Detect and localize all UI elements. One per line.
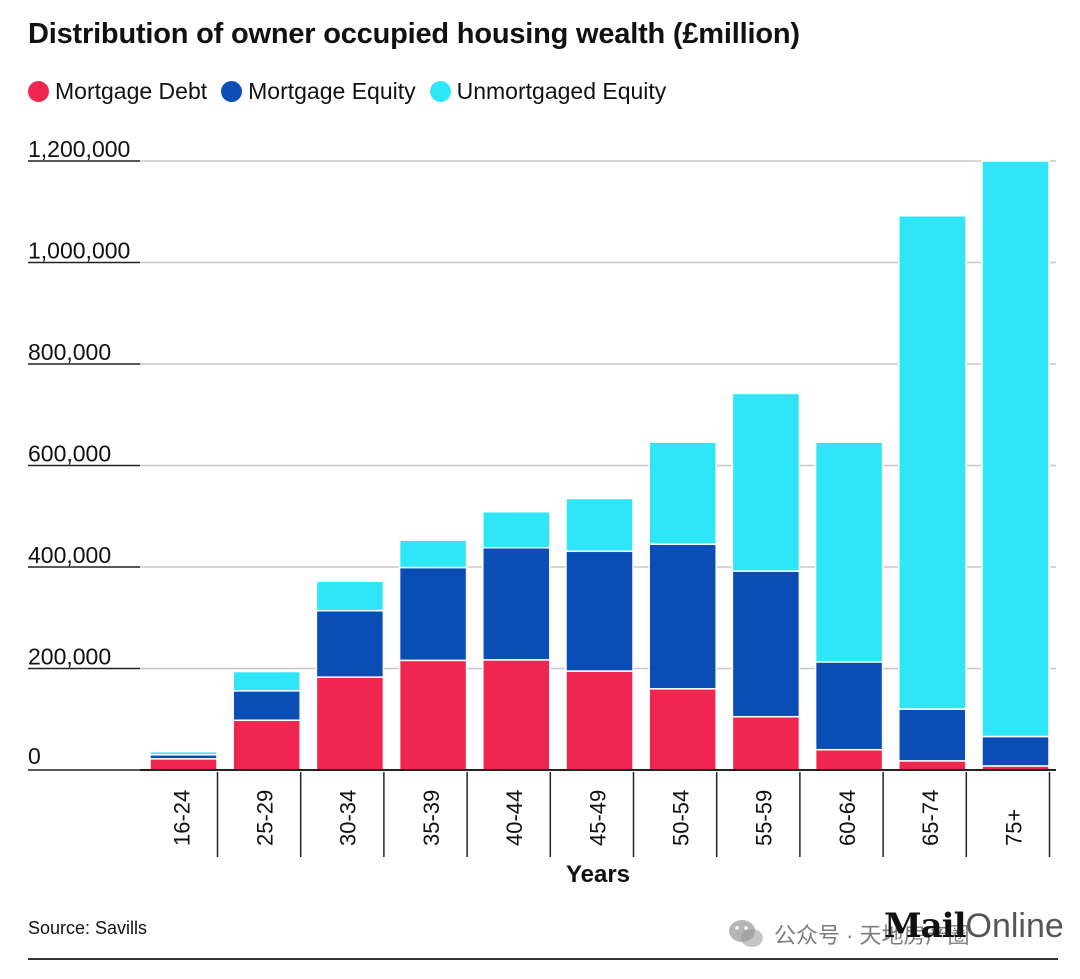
chart-legend: Mortgage Debt Mortgage Equity Unmortgage…	[28, 78, 680, 105]
bar-segment-mortgage-debt	[565, 670, 634, 771]
legend-label-mortgage-equity: Mortgage Equity	[248, 78, 416, 104]
legend-swatch-mortgage-debt	[28, 81, 49, 102]
bar-segment-mortgage-debt	[398, 659, 468, 771]
x-tick-label: 25-29	[253, 790, 278, 846]
bar-segment-mortgage-equity	[814, 661, 884, 751]
bar-segment-unmortgaged-equity	[315, 580, 385, 612]
x-tick-label: 40-44	[502, 790, 527, 846]
mailonline-logo: MailOnline	[884, 906, 1064, 946]
legend-item-unmortgaged-equity: Unmortgaged Equity	[429, 78, 667, 105]
bar-segment-mortgage-debt	[315, 676, 385, 771]
y-tick-label: 1,200,000	[28, 136, 130, 162]
y-tick-label: 200,000	[28, 644, 111, 670]
wechat-icon	[729, 920, 763, 947]
x-tick-label: 75+	[1001, 809, 1026, 846]
bar-segment-mortgage-debt	[149, 758, 218, 771]
bar-segment-mortgage-debt	[232, 719, 301, 771]
watermark-text: 公众号 · 天地房产圈	[774, 923, 970, 948]
y-tick-label: 400,000	[28, 542, 111, 568]
y-tick-label: 1,000,000	[28, 238, 130, 264]
brand-mail: Mail	[884, 906, 966, 946]
legend-swatch-mortgage-equity	[221, 81, 243, 102]
bar-segment-unmortgaged-equity	[731, 392, 801, 572]
bar-segment-mortgage-equity	[981, 735, 1050, 767]
legend-swatch-unmortgaged-equity	[429, 81, 451, 102]
legend-label-mortgage-debt: Mortgage Debt	[55, 78, 208, 104]
stacked-bar-chart: 0 200,000 400,000 600,000 800,000 1,000,000 1,…	[28, 136, 1056, 888]
bar-segment-unmortgaged-equity	[814, 441, 884, 663]
bar-segment-mortgage-equity	[482, 546, 551, 661]
x-tick-label: 55-59	[752, 790, 777, 846]
x-tick-label: 50-54	[669, 790, 694, 846]
x-tick-label: 65-74	[918, 790, 943, 846]
bar-segment-unmortgaged-equity	[648, 441, 717, 545]
legend-label-unmortgaged-equity: Unmortgaged Equity	[456, 78, 667, 104]
bar-segment-mortgage-equity	[398, 566, 468, 662]
bar-segment-mortgage-debt	[648, 688, 717, 771]
bar-segment-unmortgaged-equity	[898, 215, 967, 710]
bar-segment-mortgage-equity	[648, 543, 717, 690]
legend-item-mortgage-equity: Mortgage Equity	[221, 78, 416, 105]
x-tick-label: 45-49	[585, 790, 610, 846]
legend-item-mortgage-debt: Mortgage Debt	[28, 78, 207, 105]
x-axis-title: Years	[566, 861, 630, 888]
bar-segment-mortgage-debt	[898, 760, 967, 771]
bar-segment-mortgage-equity	[898, 708, 967, 762]
bar-segment-unmortgaged-equity	[149, 750, 218, 756]
bar-segment-unmortgaged-equity	[981, 160, 1050, 738]
bar-segment-mortgage-equity	[315, 609, 385, 678]
bar-segment-mortgage-debt	[482, 659, 551, 771]
x-tick-label: 30-34	[336, 790, 361, 846]
source-note: Source: Savills	[28, 918, 148, 938]
bar-segment-mortgage-equity	[232, 690, 301, 722]
y-tick-label: 0	[28, 743, 41, 769]
bar-segment-unmortgaged-equity	[482, 510, 551, 549]
chart-title: Distribution of owner occupied housing w…	[28, 18, 800, 50]
bar-segment-mortgage-debt	[814, 748, 884, 771]
x-tick-label: 16-24	[169, 790, 194, 846]
wechat-watermark: 公众号 · 天地房产圈	[728, 918, 970, 950]
bar-segment-mortgage-debt	[731, 715, 801, 771]
y-tick-label: 800,000	[28, 339, 111, 365]
bar-segment-unmortgaged-equity	[398, 539, 468, 569]
bar-segment-unmortgaged-equity	[565, 497, 634, 553]
bar-segment-mortgage-equity	[731, 570, 801, 718]
bar-segment-unmortgaged-equity	[232, 670, 301, 692]
x-tick-label: 60-64	[835, 790, 860, 846]
bar-segment-mortgage-equity	[565, 550, 634, 672]
x-tick-label: 35-39	[419, 790, 444, 846]
footer-divider	[28, 958, 1058, 960]
y-tick-label: 600,000	[28, 441, 111, 467]
brand-online: Online	[965, 907, 1064, 945]
